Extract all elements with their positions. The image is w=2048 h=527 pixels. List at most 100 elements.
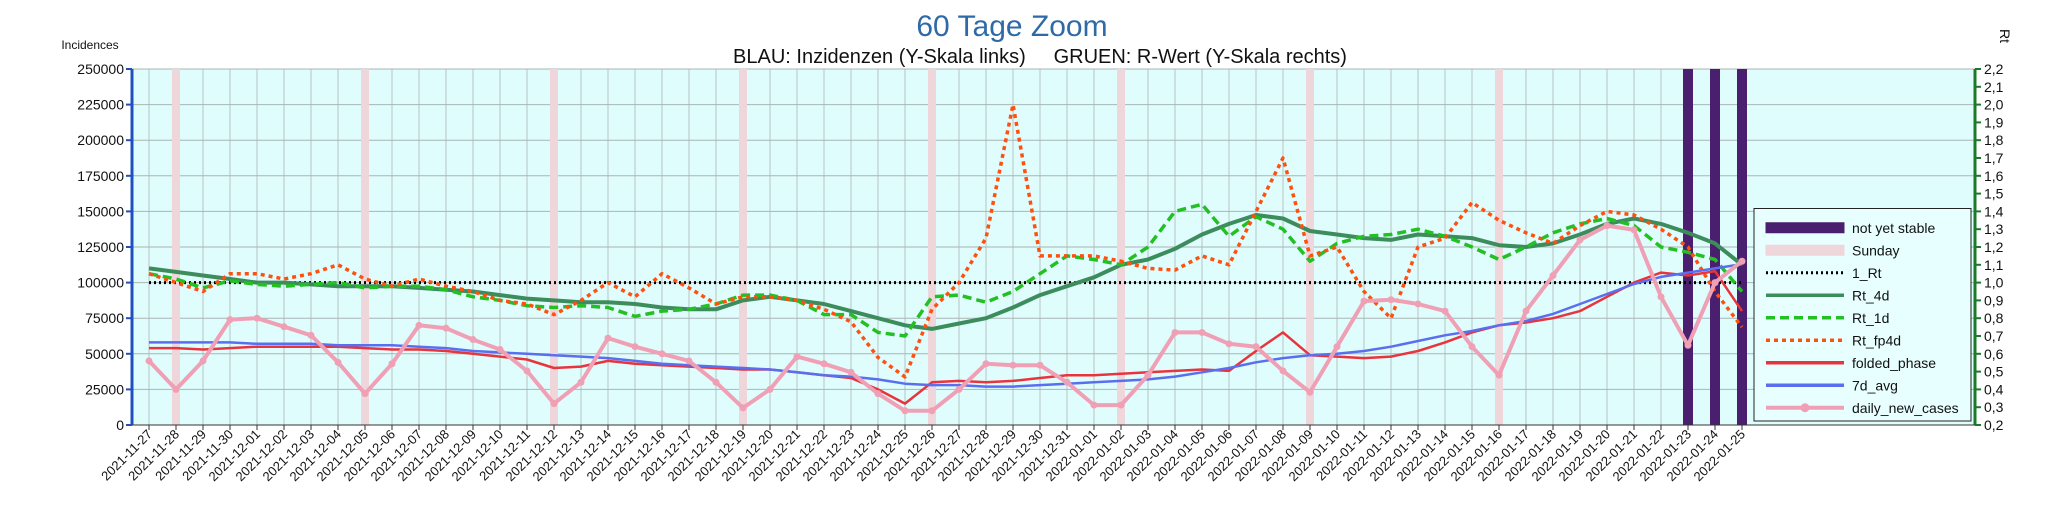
series-marker xyxy=(1603,222,1611,230)
series-marker xyxy=(1630,226,1638,234)
legend-label: Rt_fp4d xyxy=(1852,332,1901,348)
y2-tick-label: 1,9 xyxy=(1984,114,2004,130)
y2-tick-label: 0,9 xyxy=(1984,292,2004,308)
y-tick-label: 200000 xyxy=(77,132,124,148)
band xyxy=(1306,69,1314,425)
series-marker xyxy=(334,358,342,366)
series-marker xyxy=(1117,401,1125,409)
series-marker xyxy=(1306,388,1314,396)
y2-tick-label: 1,3 xyxy=(1984,221,2004,237)
y2-tick-label: 0,4 xyxy=(1984,381,2004,397)
y2-axis-label: Rt xyxy=(1997,29,2013,43)
series-marker xyxy=(280,323,288,331)
y-tick-label: 175000 xyxy=(77,168,124,184)
series-marker xyxy=(793,353,801,361)
series-marker xyxy=(1549,271,1557,279)
chart-title: 60 Tage Zoom xyxy=(916,10,1107,43)
y2-tick-label: 0,2 xyxy=(1984,417,2004,433)
y2-tick-label: 1,7 xyxy=(1984,150,2004,166)
series-marker xyxy=(1657,293,1665,301)
series-marker xyxy=(604,334,612,342)
y2-tick-label: 0,8 xyxy=(1984,310,2004,326)
y-tick-label: 25000 xyxy=(85,381,124,397)
series-marker xyxy=(577,378,585,386)
series-marker xyxy=(631,343,639,351)
y2-tick-label: 1,1 xyxy=(1984,257,2004,273)
series-marker xyxy=(1171,328,1179,336)
legend-label: 7d_avg xyxy=(1852,377,1898,393)
series-marker xyxy=(469,336,477,344)
series-marker xyxy=(1360,297,1368,305)
series-marker xyxy=(1441,307,1449,315)
series-marker xyxy=(766,385,774,393)
series-marker xyxy=(388,360,396,368)
y-tick-label: 225000 xyxy=(77,97,124,113)
y2-tick-label: 0,3 xyxy=(1984,399,2004,415)
band xyxy=(1117,69,1125,425)
series-marker xyxy=(1036,361,1044,369)
y-tick-label: 150000 xyxy=(77,203,124,219)
legend-label: daily_new_cases xyxy=(1852,400,1959,416)
series-marker xyxy=(1279,367,1287,375)
series-marker xyxy=(1522,307,1530,315)
series-marker xyxy=(1225,340,1233,348)
series-marker xyxy=(415,321,423,329)
legend-label: Rt_4d xyxy=(1852,287,1889,303)
series-marker xyxy=(550,400,558,408)
y-tick-label: 0 xyxy=(116,417,124,433)
y-tick-label: 100000 xyxy=(77,275,124,291)
series-marker xyxy=(1711,279,1719,287)
legend-marker xyxy=(1800,403,1810,413)
series-marker xyxy=(496,346,504,354)
y2-tick-label: 0,7 xyxy=(1984,328,2004,344)
series-marker xyxy=(1414,300,1422,308)
band xyxy=(1710,69,1720,425)
y2-tick-label: 2,2 xyxy=(1984,61,2004,77)
series-marker xyxy=(1009,361,1017,369)
series-marker xyxy=(874,390,882,398)
series-line xyxy=(149,262,1743,388)
series-marker xyxy=(1468,343,1476,351)
legend-swatch xyxy=(1765,222,1845,234)
series-marker xyxy=(685,357,693,365)
y-tick-label: 50000 xyxy=(85,346,124,362)
legend-label: 1_Rt xyxy=(1852,265,1882,281)
series-marker xyxy=(1144,371,1152,379)
band xyxy=(550,69,558,425)
series-marker xyxy=(442,324,450,332)
y-tick-label: 75000 xyxy=(85,310,124,326)
y-tick-label: 250000 xyxy=(77,61,124,77)
y-tick-label: 125000 xyxy=(77,239,124,255)
series-marker xyxy=(1576,236,1584,244)
series-marker xyxy=(523,367,531,375)
series-line xyxy=(148,102,1744,379)
y2-tick-label: 1,2 xyxy=(1984,239,2004,255)
legend-label: Sunday xyxy=(1852,242,1899,258)
series-marker xyxy=(847,368,855,376)
series-marker xyxy=(1333,343,1341,351)
band xyxy=(928,69,936,425)
legend-label: not yet stable xyxy=(1852,220,1935,236)
y2-tick-label: 1,6 xyxy=(1984,168,2004,184)
y2-tick-label: 1,5 xyxy=(1984,186,2004,202)
y2-tick-label: 0,5 xyxy=(1984,364,2004,380)
series-marker xyxy=(1198,328,1206,336)
legend-swatch xyxy=(1765,244,1845,256)
series-marker xyxy=(928,407,936,415)
legend: not yet stable Sunday 1_Rt Rt_4d Rt_1d Rt_fp4… xyxy=(1753,208,1972,422)
y2-tick-label: 1,8 xyxy=(1984,132,2004,148)
series-marker xyxy=(199,357,207,365)
series-marker xyxy=(361,390,369,398)
band xyxy=(1737,69,1747,425)
series-marker xyxy=(172,385,180,393)
y2-tick-label: 1,4 xyxy=(1984,203,2004,219)
series-marker xyxy=(1090,401,1098,409)
series-line xyxy=(147,223,1744,413)
series-marker xyxy=(712,378,720,386)
series-marker xyxy=(901,407,909,415)
y2-tick-label: 2,1 xyxy=(1984,79,2004,95)
y2-tick-label: 2,0 xyxy=(1984,97,2004,113)
series-marker xyxy=(1495,371,1503,379)
